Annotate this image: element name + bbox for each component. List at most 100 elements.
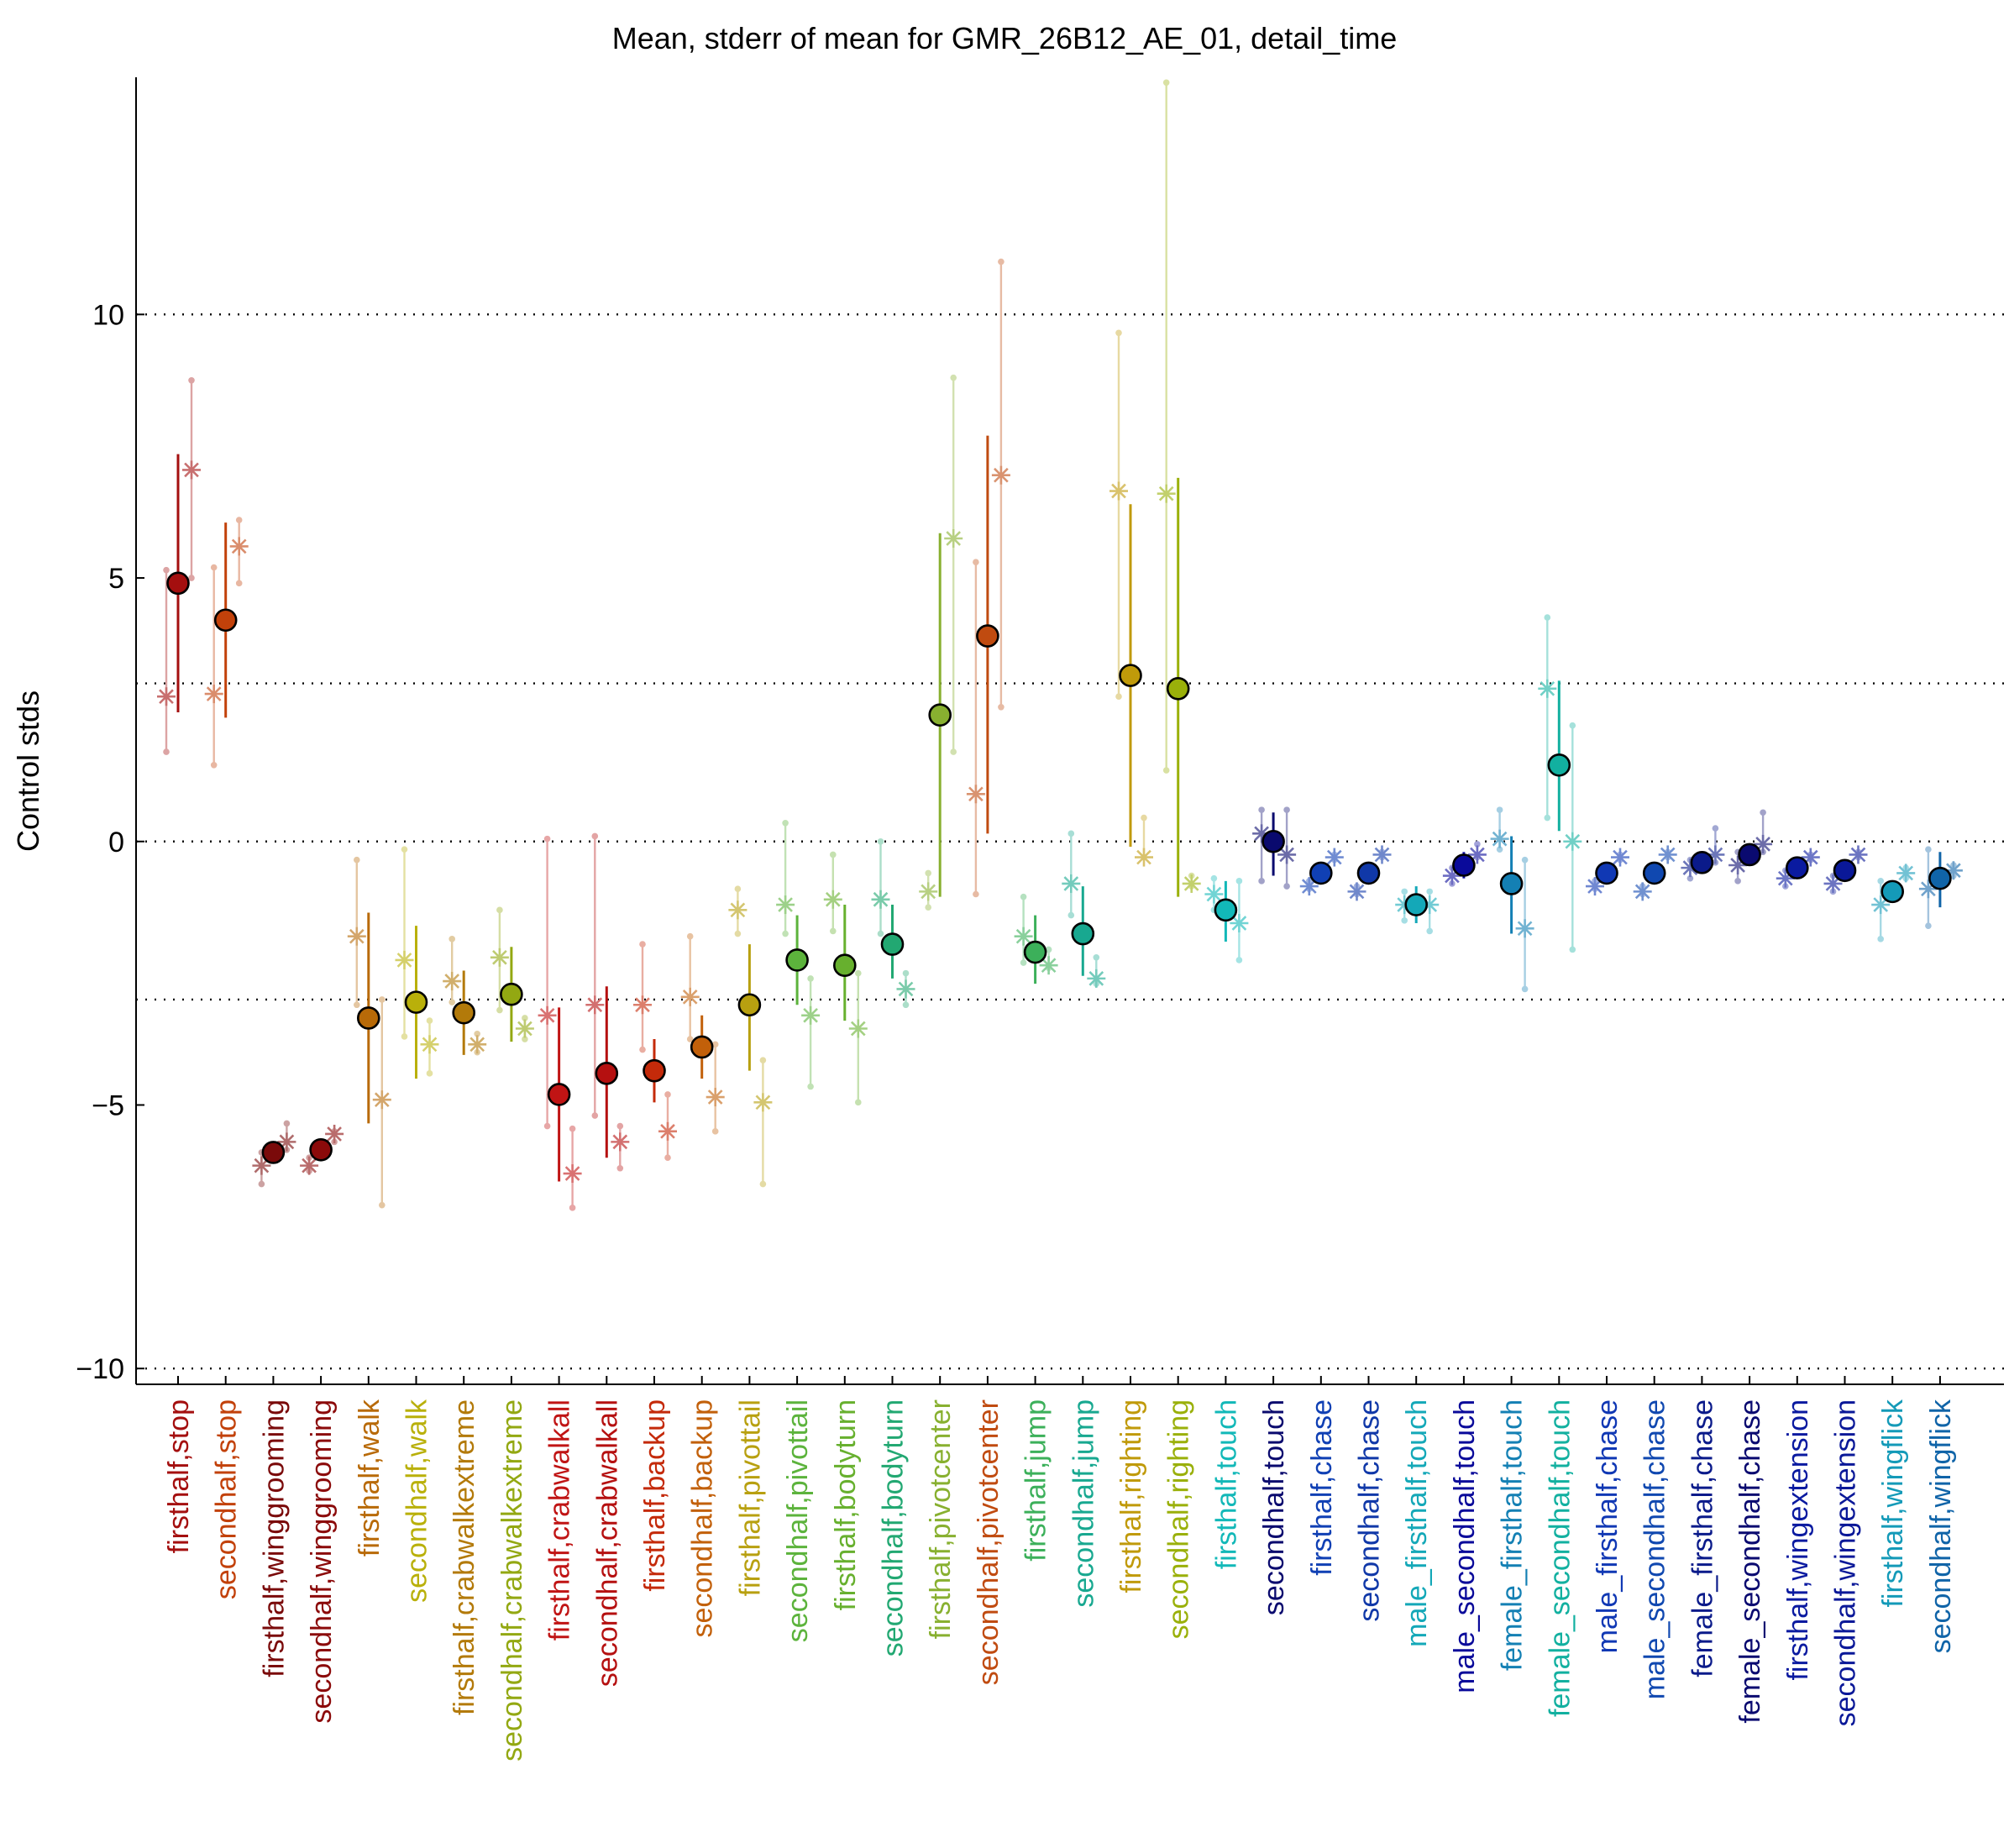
x-tick-label: firsthalf,wingextension	[1782, 1399, 1814, 1681]
gridlines	[136, 313, 2004, 1370]
point-left	[1299, 877, 1319, 896]
point-right	[896, 979, 915, 999]
asterisk-stroke	[1898, 865, 1914, 881]
x-tick-label: secondhalf,walk	[401, 1399, 433, 1603]
errorbar-left-cap	[1496, 806, 1503, 813]
errorbar-right-cap	[616, 1164, 624, 1172]
x-tick-label: secondhalf,bodyturn	[878, 1399, 910, 1656]
errorbar-left-cap	[591, 1112, 599, 1119]
errorbar-left-cap	[925, 904, 931, 911]
x-tick-label: secondhalf,pivottail	[782, 1399, 814, 1642]
point-left	[538, 1005, 557, 1025]
asterisk-stroke	[994, 467, 1009, 483]
point-right	[1087, 969, 1106, 988]
point-right	[515, 1019, 534, 1038]
point-right	[468, 1035, 487, 1054]
errorbar-left-cap	[1877, 878, 1884, 885]
point-left	[1918, 879, 1938, 899]
errorbar-right-cap	[902, 969, 910, 977]
point-left	[1538, 679, 1557, 698]
errorbar-left-cap	[448, 999, 455, 1005]
point-main	[166, 571, 190, 596]
x-tick-label: secondhalf,backup	[687, 1399, 719, 1638]
errorbar-right-cap	[522, 1036, 528, 1042]
errorbar-left-cap	[830, 927, 837, 935]
x-tick-label: firsthalf,walk	[354, 1399, 386, 1557]
point-left	[728, 900, 747, 920]
point-right	[182, 460, 201, 480]
asterisk-stroke	[1326, 849, 1342, 865]
x-ticks: firsthalf,stop secondhalf,stop firsthalf,w…	[163, 1376, 1957, 1761]
errorbar-right-cap	[950, 748, 957, 755]
point-right	[372, 1090, 391, 1110]
x-tick-label: male_firsthalf,chase	[1592, 1399, 1623, 1653]
asterisk-stroke	[159, 689, 174, 705]
asterisk-stroke	[1183, 876, 1199, 891]
point-right	[1230, 914, 1249, 933]
errorbar-left-cap	[1544, 814, 1551, 822]
errorbar-left-cap	[1401, 917, 1408, 924]
errorbar-right-cap	[1474, 841, 1481, 848]
errorbar-left-cap	[163, 748, 170, 755]
asterisk-stroke	[1254, 826, 1269, 842]
point-left	[490, 948, 509, 967]
asterisk-stroke	[682, 990, 698, 1005]
point-left	[157, 687, 176, 706]
point-main	[1786, 856, 1809, 879]
asterisk-stroke	[1634, 884, 1650, 900]
asterisk-stroke	[422, 1037, 438, 1053]
point-main	[976, 624, 999, 648]
asterisk-stroke	[660, 1123, 675, 1139]
x-tick-label: secondhalf,righting	[1163, 1399, 1195, 1639]
asterisk-stroke	[469, 1037, 485, 1053]
asterisk-stroke	[587, 997, 603, 1013]
asterisk-stroke	[968, 786, 984, 802]
errorbar-left-cap	[973, 559, 979, 566]
errorbar-left-cap	[1210, 874, 1218, 882]
asterisk-stroke	[206, 686, 222, 701]
point-left	[395, 950, 414, 969]
point-main	[404, 990, 428, 1014]
point-left	[823, 890, 842, 909]
errorbar-right-cap	[998, 703, 1004, 711]
x-tick-label: secondhalf,pivotcenter	[973, 1399, 1004, 1685]
errorbar-right-cap	[235, 580, 243, 587]
y-tick-label: 0	[108, 827, 124, 858]
point-main	[785, 948, 809, 972]
errorbar-right-cap	[1712, 825, 1719, 832]
errorbar-left-cap	[1925, 846, 1932, 853]
asterisk-stroke	[1088, 971, 1104, 986]
errorbar-left-cap	[1162, 79, 1170, 87]
point-main	[213, 608, 238, 633]
y-tick-label: −5	[92, 1089, 124, 1121]
x-tick-label: secondhalf,crabwalkall	[591, 1399, 623, 1687]
errorbar-right-cap	[379, 996, 386, 1003]
errorbar-right-cap	[711, 1041, 719, 1048]
errorbar-left-cap	[1115, 329, 1122, 337]
point-main	[880, 932, 905, 956]
errorbar-left-cap	[591, 832, 599, 840]
x-tick-label: firsthalf,righting	[1115, 1399, 1147, 1593]
point-right	[1324, 848, 1344, 867]
point-main	[1547, 753, 1571, 777]
x-tick-label: secondhalf,winggrooming	[306, 1399, 338, 1724]
asterisk-stroke	[1231, 916, 1247, 931]
x-tick-label: male_secondhalf,chase	[1639, 1399, 1671, 1699]
x-tick-label: firsthalf,crabwalkall	[544, 1399, 576, 1641]
point-main	[1928, 866, 1952, 890]
x-tick-label: firsthalf,winggrooming	[258, 1399, 290, 1677]
asterisk-stroke	[517, 1021, 532, 1037]
point-right	[1849, 845, 1868, 864]
point-main	[309, 1137, 333, 1162]
point-right	[848, 1019, 868, 1038]
asterisk-stroke	[444, 974, 460, 989]
errorbar-left-cap	[210, 761, 218, 769]
point-right	[658, 1121, 677, 1141]
point-main	[452, 1000, 476, 1025]
errorbar-left-cap	[1925, 922, 1932, 929]
x-tick-label: firsthalf,bodyturn	[830, 1399, 862, 1610]
point-main	[261, 1141, 286, 1164]
errorbar-right-cap	[283, 1120, 291, 1127]
point-left	[347, 927, 366, 946]
asterisk-stroke	[1136, 849, 1151, 865]
